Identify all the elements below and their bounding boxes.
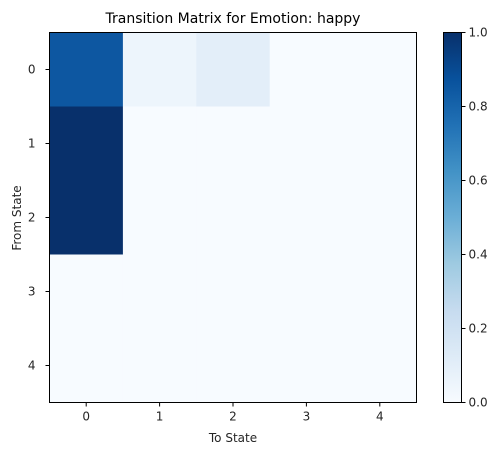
colorbar — [443, 32, 462, 403]
y-tick-label: 4 — [28, 359, 36, 373]
heatmap-cell-r3-c3 — [269, 254, 344, 329]
heatmap-cell-r4-c3 — [269, 328, 344, 403]
colorbar-tick-label: 0.2 — [469, 322, 488, 336]
heatmap-cell-r3-c1 — [122, 254, 197, 329]
heatmap-cell-r2-c3 — [269, 180, 344, 255]
y-tick-label: 2 — [28, 211, 36, 225]
y-axis-ticks: 0 1 2 3 4 — [28, 63, 50, 373]
colorbar-tick-label: 0.4 — [469, 248, 488, 262]
heatmap-cell-r1-c3 — [269, 106, 344, 181]
heatmap-cell-r2-c2 — [196, 180, 271, 255]
colorbar-frame — [443, 32, 462, 403]
heatmap-cell-r4-c0 — [49, 328, 124, 403]
heatmap-cell-r0-c4 — [343, 32, 417, 107]
heatmap-cell-r2-c4 — [343, 180, 417, 255]
heatmap-cell-r3-c2 — [196, 254, 271, 329]
heatmap-cells — [49, 32, 417, 403]
colorbar-ticks: 0.0 0.2 0.4 0.6 0.8 1.0 — [461, 26, 488, 410]
heatmap-cell-r1-c0 — [49, 106, 124, 181]
heatmap-cell-r0-c1 — [122, 32, 197, 107]
y-tick-label: 1 — [28, 137, 36, 151]
x-axis-ticks: 0 1 2 3 4 — [82, 402, 384, 424]
heatmap-cell-r1-c4 — [343, 106, 417, 181]
heatmap-cell-r1-c2 — [196, 106, 271, 181]
heatmap-cell-r4-c1 — [122, 328, 197, 403]
heatmap-cell-r2-c1 — [122, 180, 197, 255]
heatmap-cell-r3-c4 — [343, 254, 417, 329]
heatmap-cell-r2-c0 — [49, 180, 124, 255]
heatmap-cell-r4-c2 — [196, 328, 271, 403]
colorbar-tick-label: 0.6 — [469, 174, 488, 188]
heatmap-cell-r1-c1 — [122, 106, 197, 181]
x-tick-label: 1 — [156, 410, 164, 424]
y-tick-label: 3 — [28, 285, 36, 299]
heatmap-cell-r0-c0 — [49, 32, 124, 107]
x-tick-label: 2 — [229, 410, 237, 424]
heatmap-cell-r0-c2 — [196, 32, 271, 107]
x-tick-label: 4 — [376, 410, 384, 424]
heatmap-cell-r0-c3 — [269, 32, 344, 107]
y-axis-label: From State — [10, 185, 24, 250]
y-tick-label: 0 — [28, 63, 36, 77]
chart-title: Transition Matrix for Emotion: happy — [105, 11, 361, 27]
heatmap-cell-r4-c4 — [343, 328, 417, 403]
x-tick-label: 3 — [303, 410, 311, 424]
x-axis-label: To State — [208, 431, 257, 445]
colorbar-tick-label: 0.8 — [469, 100, 488, 114]
colorbar-tick-label: 1.0 — [469, 26, 488, 40]
x-tick-label: 0 — [82, 410, 90, 424]
heatmap-cell-r3-c0 — [49, 254, 124, 329]
colorbar-tick-label: 0.0 — [469, 396, 488, 410]
